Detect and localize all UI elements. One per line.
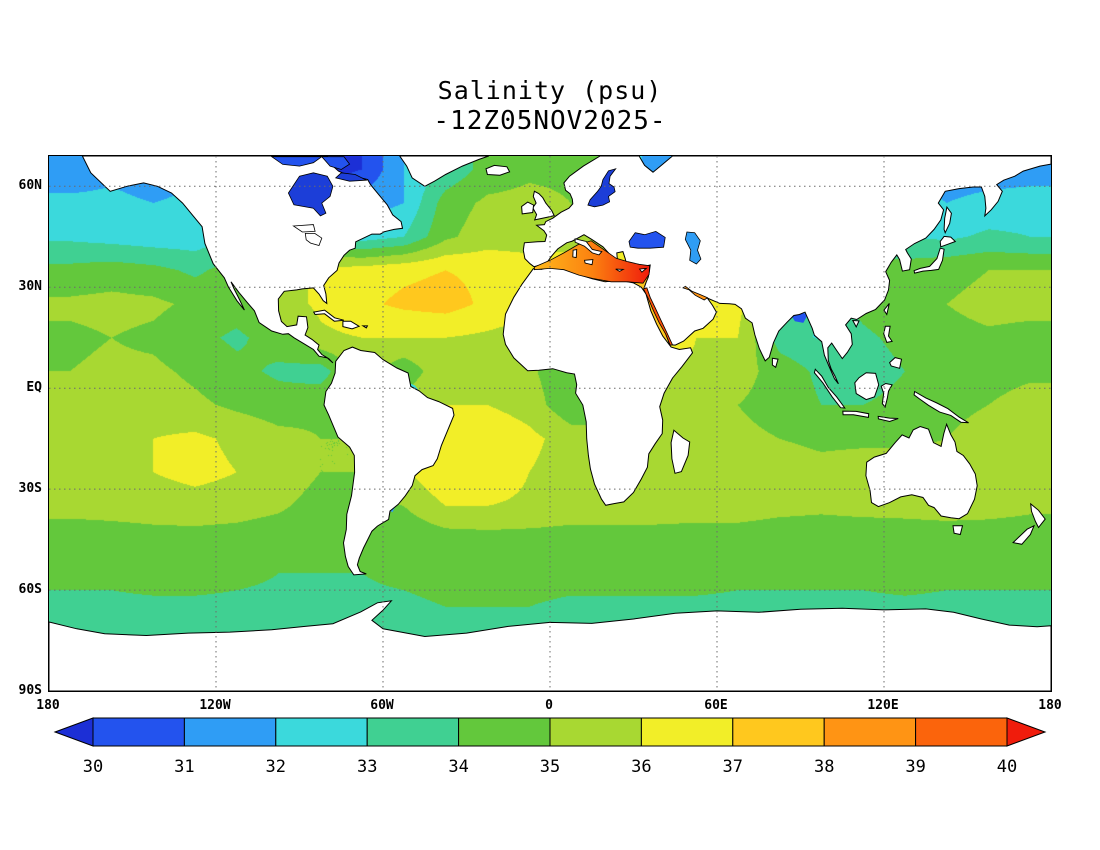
landmass-puerto-rico xyxy=(361,325,369,329)
colorbar-over-arrow xyxy=(1006,717,1047,747)
colorbar-tick-label: 40 xyxy=(997,757,1017,777)
lon-tick-label: 60W xyxy=(370,698,394,713)
colorbar-segment xyxy=(92,717,185,747)
plot-subtitle: -12Z05NOV2025- xyxy=(433,106,667,136)
lon-tick-label: 120W xyxy=(199,698,231,713)
landmass-borneo xyxy=(854,372,880,401)
colorbar-segment xyxy=(183,717,277,747)
map-frame xyxy=(48,155,1052,692)
lon-tick-label: 180 xyxy=(36,698,60,713)
lon-tick-label: 120E xyxy=(867,698,899,713)
landmass-taiwan xyxy=(883,303,890,316)
colorbar-segment xyxy=(732,717,825,747)
red-sea xyxy=(642,287,674,346)
lat-tick-label: 60N xyxy=(18,177,42,193)
great-lakes-lower xyxy=(304,233,323,246)
landmass-cuba xyxy=(312,309,344,322)
lon-tick-label: 60E xyxy=(704,698,728,713)
colorbar-under-arrow xyxy=(53,717,94,747)
lat-tick-label: EQ xyxy=(26,379,42,395)
landmass-sicily xyxy=(583,259,594,266)
arctic-channel-west xyxy=(270,156,324,167)
landmass-sardinia xyxy=(572,248,578,259)
colorbar-segment xyxy=(366,717,460,747)
colorbar-tick-label: 30 xyxy=(83,757,103,777)
landmass-new-guinea xyxy=(913,390,969,424)
landmass-luzon xyxy=(883,325,893,343)
colorbar-tick-label: 34 xyxy=(448,757,468,777)
landmass-crete xyxy=(615,268,625,272)
black-sea xyxy=(628,230,666,249)
caspian-sea xyxy=(684,231,702,265)
colorbar-segment xyxy=(640,717,734,747)
colorbar-tick-label: 36 xyxy=(631,757,651,777)
landmass-greenland xyxy=(399,156,489,187)
landmass-hispaniola xyxy=(342,320,361,330)
arctic-channel-east xyxy=(320,156,351,170)
landmass-iceland xyxy=(485,164,511,176)
landmass-antarctica xyxy=(49,600,1051,691)
landmass-sumatra xyxy=(813,368,846,409)
landmass-hainan xyxy=(851,319,860,329)
colorbar-segment xyxy=(458,717,551,747)
landmass-lesser-sunda xyxy=(877,415,899,423)
landmass-mindanao xyxy=(888,357,903,369)
hudson-bay xyxy=(287,172,334,217)
landmass-new-zealand-north xyxy=(1030,502,1046,529)
landmass-madagascar xyxy=(670,429,691,474)
colorbar-tick-label: 38 xyxy=(814,757,834,777)
landmass-south-america xyxy=(323,346,455,576)
lat-tick-label: 30S xyxy=(18,480,42,496)
colorbar-tick-label: 35 xyxy=(540,757,560,777)
baltic-sea xyxy=(587,168,617,208)
colorbar-segment xyxy=(915,717,1008,747)
landmass-java xyxy=(842,410,870,418)
great-lakes-upper xyxy=(292,224,316,233)
landmass-cyprus xyxy=(638,267,648,273)
persian-gulf xyxy=(682,285,709,301)
colorbar-segment xyxy=(549,717,642,747)
landmass-sri-lanka xyxy=(771,357,779,369)
colorbar: 30 31 32 33 34 35 36 37 38 39 40 xyxy=(53,717,1047,777)
colorbar-tick-label: 33 xyxy=(357,757,377,777)
landmass-sulawesi xyxy=(880,382,893,409)
title-block: Salinity (psu) -12Z05NOV2025- xyxy=(0,76,1100,137)
landmass-great-britain xyxy=(532,190,555,221)
landmass-australia xyxy=(865,422,978,520)
colorbar-tick-label: 32 xyxy=(266,757,286,777)
lat-tick-label: 90S xyxy=(18,682,42,698)
landmass-italy xyxy=(574,238,603,256)
lon-tick-label: 180 xyxy=(1038,698,1062,713)
hudson-strait xyxy=(334,172,368,182)
lon-tick-label: 0 xyxy=(545,698,553,713)
plot-title: Salinity (psu) xyxy=(437,76,663,105)
colorbar-tick-label: 31 xyxy=(174,757,194,777)
colorbar-tick-label: 37 xyxy=(723,757,743,777)
landmass-north-america xyxy=(81,156,404,364)
landmass-ireland xyxy=(521,201,535,215)
lat-tick-label: 60S xyxy=(18,581,42,597)
map-overlay-svg xyxy=(49,156,1051,691)
colorbar-segment xyxy=(823,717,917,747)
colorbar-segment xyxy=(275,717,368,747)
landmass-tasmania xyxy=(952,525,964,536)
landmass-japan-honshu xyxy=(913,247,945,274)
lat-tick-label: 30N xyxy=(18,278,42,294)
colorbar-tick-label: 39 xyxy=(905,757,925,777)
landmass-japan-hokkaido xyxy=(939,235,957,248)
landmass-sakhalin xyxy=(943,205,952,235)
landmass-new-zealand-south xyxy=(1012,524,1035,545)
